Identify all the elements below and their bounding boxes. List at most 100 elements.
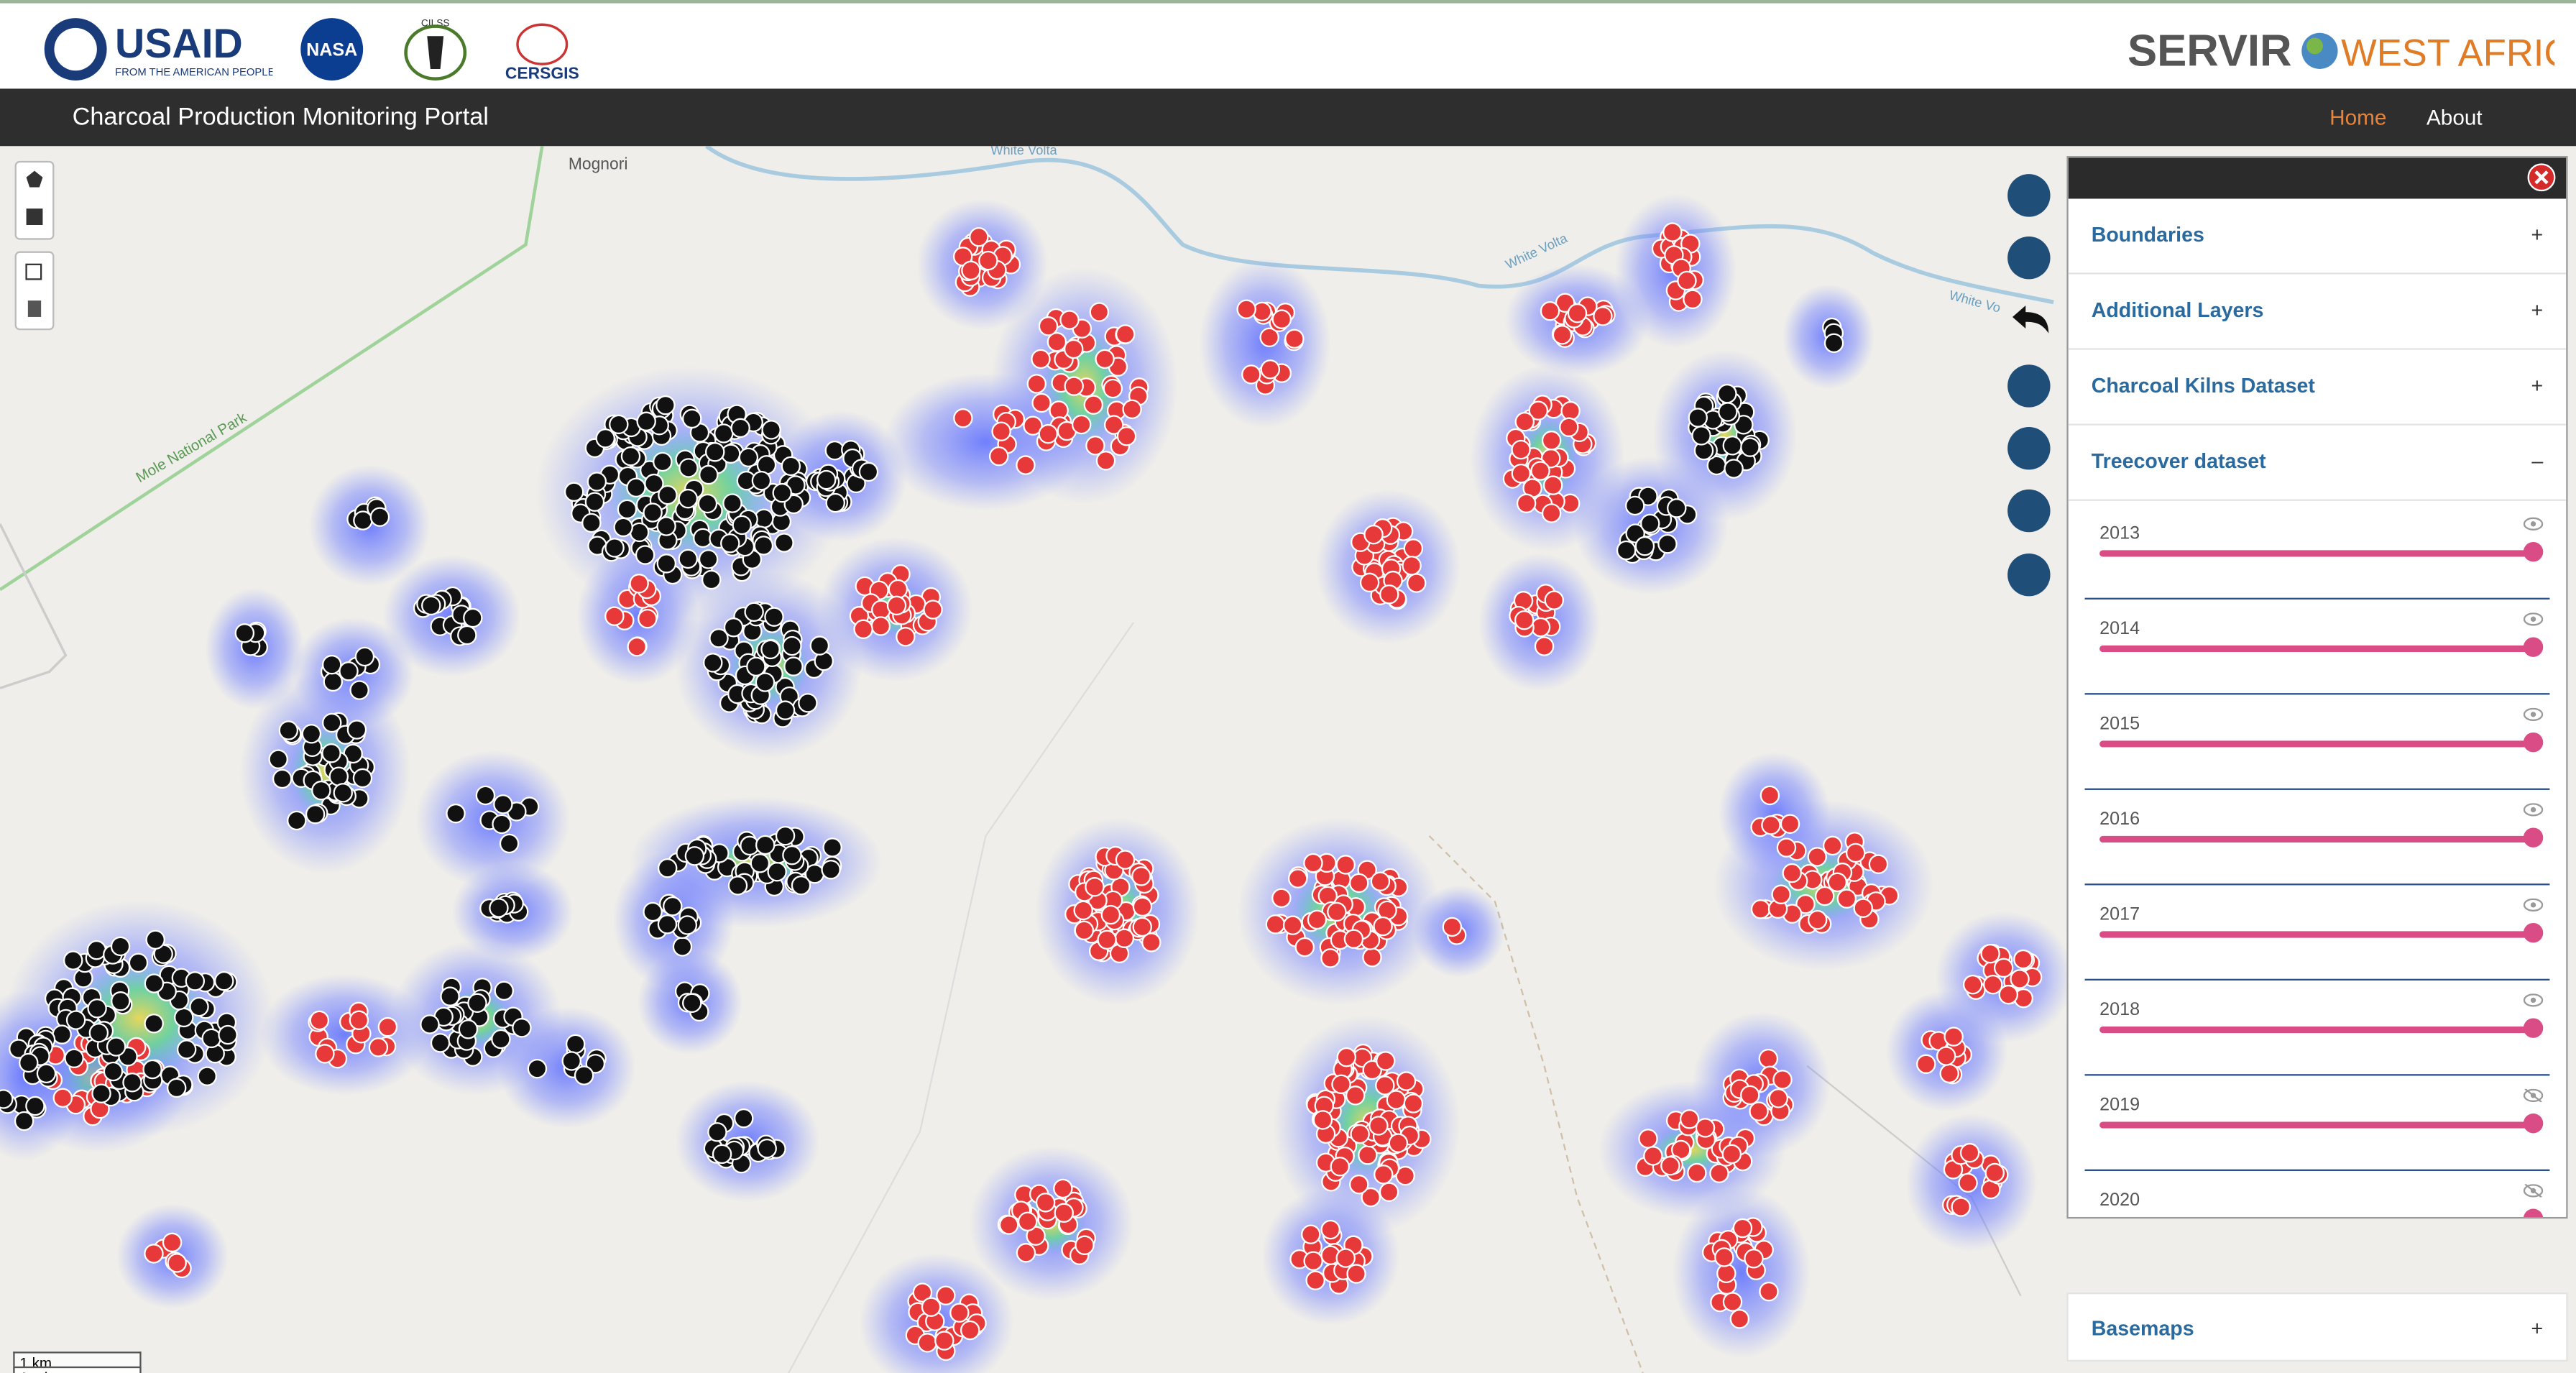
compare-button[interactable]	[2007, 553, 2051, 597]
kiln-point-red	[1017, 1211, 1038, 1232]
basemaps-section[interactable]: Basemaps +	[2066, 1292, 2568, 1362]
kiln-point-red	[1330, 1157, 1350, 1177]
kiln-point-black	[658, 485, 678, 505]
kiln-point-black	[201, 1028, 221, 1049]
section-toggle: +	[2531, 1317, 2544, 1341]
slider-thumb[interactable]	[2523, 827, 2544, 848]
kiln-point-red	[1772, 1070, 1793, 1090]
kiln-point-red	[1053, 1178, 1073, 1199]
kiln-point-red	[1749, 1101, 1769, 1121]
visibility-toggle[interactable]	[2523, 803, 2544, 817]
kiln-point-red	[896, 627, 916, 647]
kiln-point-red	[1331, 1074, 1351, 1095]
kiln-point-black	[142, 1059, 162, 1080]
kiln-point-red	[1379, 584, 1399, 605]
kiln-point-red	[1679, 1109, 1700, 1129]
kiln-point-red	[377, 1016, 398, 1037]
kiln-point-red	[1097, 929, 1117, 950]
kiln-point-black	[709, 628, 729, 648]
section-title: Treecover dataset	[2091, 450, 2266, 473]
slider-track	[2099, 931, 2534, 938]
kiln-point-red	[1362, 947, 1382, 968]
section-title: Additional Layers	[2091, 298, 2264, 322]
kiln-point-red	[1320, 948, 1340, 968]
slider-thumb[interactable]	[2523, 732, 2544, 753]
section-title: Boundaries	[2091, 223, 2204, 247]
slider-track	[2099, 740, 2534, 748]
kiln-point-black	[757, 1138, 777, 1159]
panel-section[interactable]: Charcoal Kilns Dataset +	[2068, 350, 2567, 426]
kiln-point-black	[176, 1039, 197, 1060]
kiln-point-red	[162, 1232, 183, 1253]
kiln-point-black	[128, 952, 149, 973]
nav-about[interactable]: About	[2426, 105, 2483, 130]
fullscreen-button[interactable]	[2007, 364, 2051, 408]
locate-button[interactable]	[2007, 236, 2051, 280]
kiln-point-red	[1750, 899, 1771, 919]
panel-section[interactable]: Treecover dataset –	[2068, 426, 2567, 501]
close-button[interactable]	[2526, 162, 2556, 192]
visibility-toggle[interactable]	[2523, 517, 2544, 531]
search-button[interactable]	[2007, 174, 2051, 217]
draw-toolbar	[14, 160, 55, 240]
slider-thumb[interactable]	[2523, 1208, 2544, 1217]
kiln-point-black	[774, 533, 794, 553]
kiln-point-black	[1638, 486, 1658, 506]
kiln-point-black	[723, 617, 744, 638]
kiln-point-black	[493, 794, 513, 814]
panel-section[interactable]: Additional Layers +	[2068, 275, 2567, 350]
visibility-toggle[interactable]	[2523, 612, 2544, 626]
logo-text: NASA	[306, 40, 357, 60]
kiln-point-red	[1853, 898, 1873, 918]
kiln-point-black	[218, 1024, 238, 1045]
kiln-point-red	[1716, 1263, 1736, 1284]
sections: Boundaries + Additional Layers + Charcoal Ki…	[2068, 198, 2567, 501]
kiln-point-black	[746, 656, 766, 677]
visibility-toggle[interactable]	[2523, 707, 2544, 721]
kiln-point-red	[315, 1044, 335, 1064]
kiln-point-black	[1688, 408, 1708, 428]
navbar: Charcoal Production Monitoring Portal Ho…	[0, 88, 2576, 147]
kiln-point-red	[1307, 909, 1328, 930]
kiln-point-red	[1567, 303, 1588, 323]
kiln-point-red	[1768, 1088, 1788, 1108]
kiln-point-black	[643, 502, 663, 523]
slider-thumb[interactable]	[2523, 1113, 2544, 1134]
slider-thumb[interactable]	[2523, 541, 2544, 562]
basemap-button[interactable]	[2007, 427, 2051, 470]
nav-home[interactable]: Home	[2329, 105, 2387, 130]
kiln-point-red	[1643, 1146, 1663, 1166]
kiln-point-red	[1638, 1129, 1658, 1149]
visibility-toggle[interactable]	[2523, 1184, 2544, 1198]
kiln-point-red	[1241, 364, 1261, 385]
kiln-point-red	[953, 408, 973, 428]
kiln-point-red	[991, 421, 1011, 441]
edit-icons[interactable]	[17, 253, 52, 329]
kiln-point-black	[822, 837, 842, 858]
slider-thumb[interactable]	[2523, 637, 2544, 657]
kiln-point-red	[1305, 1270, 1325, 1290]
section-toggle: +	[2531, 374, 2544, 398]
kiln-point-red	[1722, 1292, 1743, 1312]
back-button[interactable]	[2007, 300, 2053, 340]
kiln-point-black	[809, 635, 830, 656]
kiln-point-red	[1939, 1063, 1959, 1083]
kiln-point-red	[1541, 431, 1562, 451]
slider-track	[2099, 1217, 2533, 1218]
kiln-point-red	[1544, 590, 1564, 610]
draw-icons[interactable]	[17, 162, 52, 238]
kiln-point-black	[489, 898, 509, 918]
kiln-point-black	[657, 858, 678, 878]
portal-title: Charcoal Production Monitoring Portal	[72, 103, 489, 132]
visibility-toggle[interactable]	[2523, 1088, 2544, 1103]
legend-button[interactable]	[2007, 489, 2051, 533]
kiln-point-red	[1350, 1124, 1370, 1144]
kiln-point-red	[1016, 1243, 1036, 1263]
visibility-toggle[interactable]	[2523, 898, 2544, 912]
panel-section[interactable]: Boundaries +	[2068, 198, 2567, 275]
kiln-point-red	[1063, 339, 1084, 359]
slider-thumb[interactable]	[2523, 1018, 2544, 1038]
visibility-toggle[interactable]	[2523, 993, 2544, 1007]
slider-thumb[interactable]	[2523, 923, 2544, 943]
eye-strike	[2524, 1088, 2542, 1103]
